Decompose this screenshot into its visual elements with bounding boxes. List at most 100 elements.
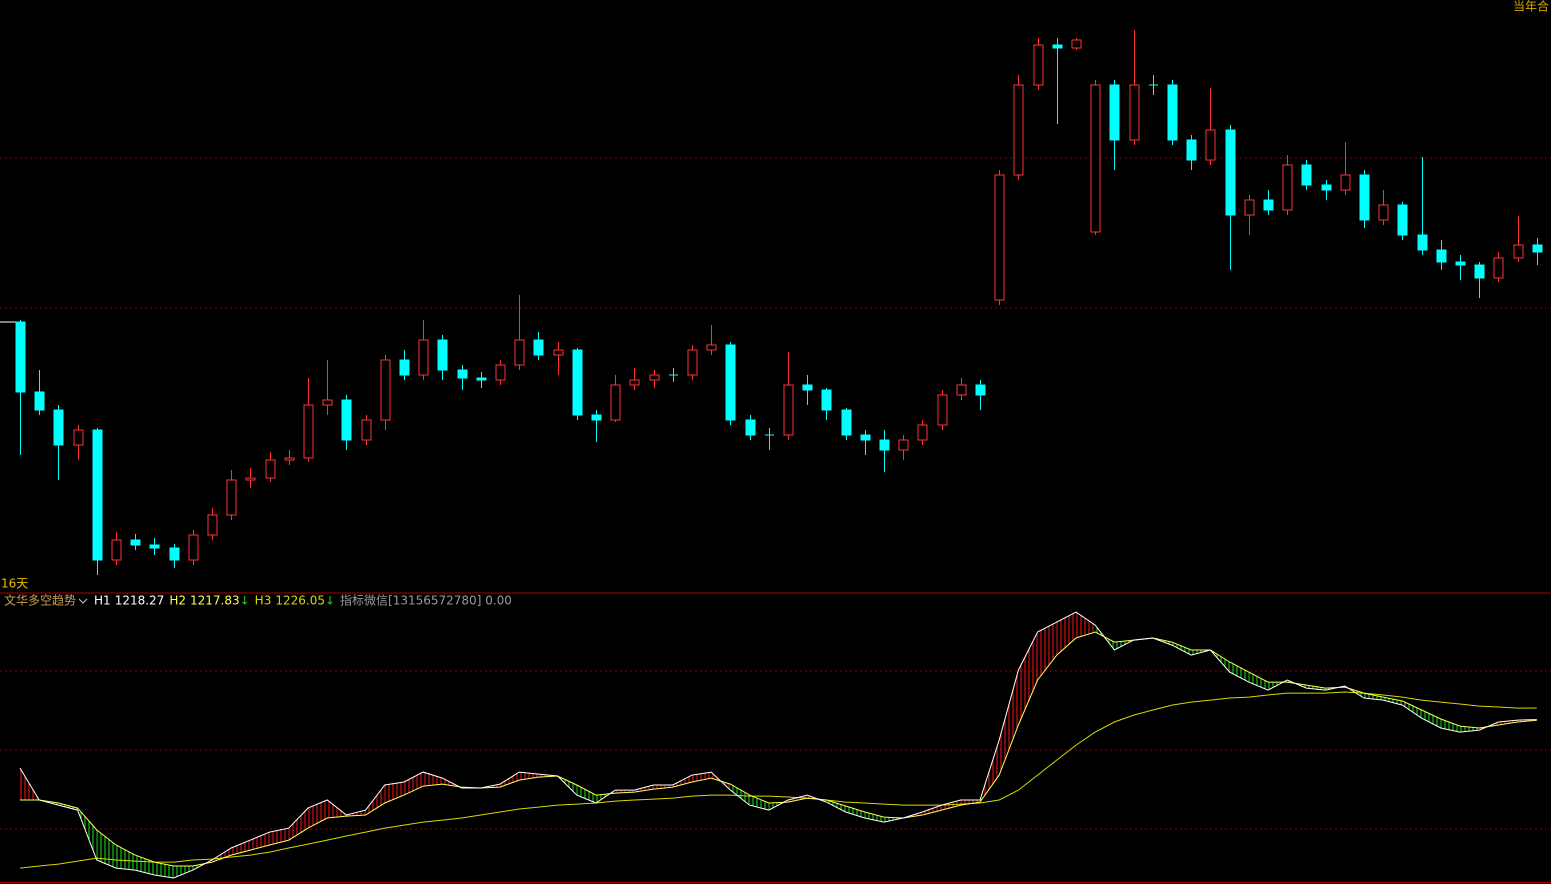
candle-body (706, 344, 717, 351)
indicator-line (19, 611, 1537, 879)
legend-value: 1226.05 (275, 594, 325, 608)
candle-body (245, 477, 256, 481)
candle-body (169, 547, 180, 561)
candle-body (265, 459, 276, 479)
candle-body (341, 399, 352, 441)
candle-body (514, 339, 525, 366)
candle-body (1474, 264, 1485, 279)
candle-body (917, 424, 928, 441)
candle-body (629, 379, 640, 386)
candle-body (533, 339, 544, 356)
candle-body (1321, 184, 1332, 191)
hatch-fill (653, 785, 673, 790)
hatch-fill (999, 670, 1019, 776)
hatch-fill (269, 828, 289, 845)
legend-value: 1218.27 (115, 594, 165, 608)
candle-body (437, 339, 448, 371)
candle-body (937, 394, 948, 426)
hatch-fill (845, 806, 865, 818)
legend-trend: ↓ (325, 594, 335, 608)
candle-body (322, 399, 333, 406)
candle-body (1109, 84, 1120, 141)
candle-body (610, 384, 621, 421)
candle-body (1186, 139, 1197, 161)
indicator-info: 指标微信[13156572780] 0.00 (340, 593, 512, 608)
hatch-fill (1018, 632, 1038, 725)
candle-body (879, 439, 890, 451)
hatch-fill (1248, 672, 1268, 691)
candle-body (1378, 204, 1389, 221)
candle-body (1225, 129, 1236, 216)
candle-body (1071, 39, 1082, 49)
hatch-fill (404, 772, 424, 796)
candle-body (1282, 164, 1293, 211)
candle-body (975, 384, 986, 396)
candle-body (649, 374, 660, 381)
hatch-fill (116, 845, 136, 871)
candle-body (1244, 199, 1255, 216)
hatch-fill (864, 812, 884, 823)
hatch-fill (500, 772, 520, 788)
candle-body (303, 404, 314, 459)
candle-body (1090, 84, 1101, 233)
candle-body (898, 439, 909, 451)
candle-body (111, 539, 122, 561)
candle-body (207, 514, 218, 536)
candle-body (1301, 164, 1312, 186)
candle-body (1455, 261, 1466, 266)
hatch-fill (250, 832, 270, 851)
candle-body (1359, 174, 1370, 221)
candle-body (572, 349, 583, 416)
candle-body (1417, 234, 1428, 251)
candle-body (130, 539, 141, 546)
legend-name: H2 (169, 594, 186, 608)
legend-value: 1217.83 (190, 594, 240, 608)
candle-body (802, 384, 813, 391)
hatch-fill (1421, 710, 1441, 728)
candle-body (1532, 244, 1543, 253)
hatch-fill (288, 808, 308, 841)
legend-trend: ↓ (240, 594, 250, 608)
candle-body (1033, 44, 1044, 86)
hatch-fill (1402, 701, 1422, 719)
hatch-fill (365, 785, 385, 815)
candle-body (841, 409, 852, 436)
hatch-fill (1172, 642, 1192, 656)
candle-body (34, 391, 45, 411)
candle-body (1205, 129, 1216, 161)
candle-body (399, 359, 410, 376)
hatch-fill (1383, 697, 1403, 706)
candle-body (476, 377, 487, 381)
candle-body (994, 174, 1005, 301)
hatch-fill (135, 855, 155, 875)
candle-body (591, 414, 602, 421)
candle-body (73, 429, 84, 446)
candle-body (1052, 44, 1063, 49)
candle-body (1129, 84, 1140, 141)
candle-body (188, 534, 199, 561)
hatch-fill (308, 800, 328, 829)
candle-body (284, 457, 295, 461)
candle-body (226, 479, 237, 516)
hatch-fill (1229, 662, 1249, 683)
period-label: 16天 (1, 577, 28, 591)
candle-body (956, 384, 967, 396)
candle-body (1513, 244, 1524, 259)
candle-body (553, 349, 564, 356)
hatch-fill (423, 772, 443, 787)
hatch-fill (922, 805, 942, 815)
legend-name: H3 (255, 594, 272, 608)
candle-body (1263, 199, 1274, 211)
candle-body (1397, 204, 1408, 236)
hatch-fill (576, 785, 596, 803)
hatch-fill (384, 782, 404, 803)
hatch-fill (1076, 612, 1096, 638)
candle-body (15, 321, 26, 393)
candle-body (1436, 249, 1447, 263)
hatch-fill (1037, 622, 1057, 680)
hatch-fill (730, 784, 750, 806)
candle-body (361, 419, 372, 441)
